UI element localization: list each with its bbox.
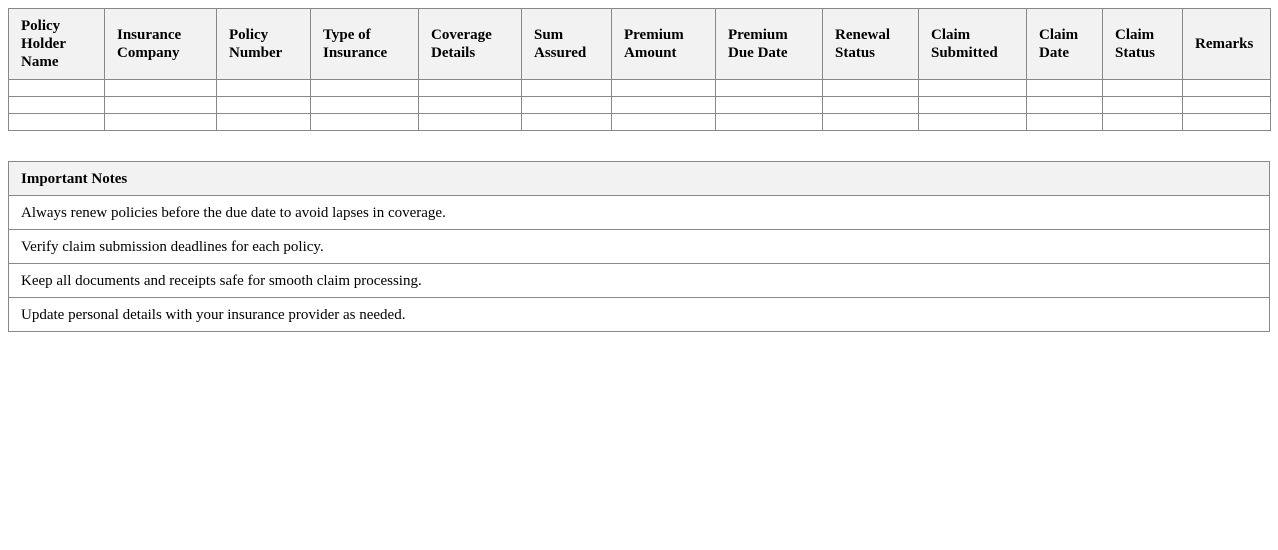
table-cell[interactable] [918,79,1027,97]
notes-title: Important Notes [8,161,1270,196]
table-cell[interactable] [418,79,522,97]
note-item: Update personal details with your insura… [8,297,1270,332]
note-row: Update personal details with your insura… [8,297,1270,332]
column-header: Type of Insurance [310,8,419,80]
table-cell[interactable] [1102,113,1183,131]
column-header: Claim Status [1102,8,1183,80]
table-cell[interactable] [918,113,1027,131]
column-header: Sum Assured [521,8,612,80]
table-cell[interactable] [1182,79,1271,97]
table-cell[interactable] [521,96,612,114]
table-cell[interactable] [822,113,919,131]
table-cell[interactable] [1026,79,1103,97]
table-row [8,79,1271,97]
table-cell[interactable] [1026,96,1103,114]
table-cell[interactable] [611,113,716,131]
note-item: Keep all documents and receipts safe for… [8,263,1270,298]
column-header: Insurance Company [104,8,217,80]
table-cell[interactable] [521,113,612,131]
table-cell[interactable] [104,113,217,131]
table-cell[interactable] [1182,96,1271,114]
table-cell[interactable] [310,113,419,131]
table-cell[interactable] [216,96,311,114]
table-cell[interactable] [1026,113,1103,131]
column-header: Coverage Details [418,8,522,80]
table-cell[interactable] [418,113,522,131]
table-header-row: Policy Holder Name Insurance Company Polic… [8,8,1271,80]
table-cell[interactable] [521,79,612,97]
table-cell[interactable] [611,96,716,114]
table-cell[interactable] [1102,79,1183,97]
table-cell[interactable] [216,79,311,97]
note-row: Keep all documents and receipts safe for… [8,263,1270,298]
column-header: Premium Due Date [715,8,823,80]
table-cell[interactable] [104,96,217,114]
table-cell[interactable] [715,113,823,131]
table-cell[interactable] [310,79,419,97]
column-header: Claim Date [1026,8,1103,80]
table-cell[interactable] [8,79,105,97]
column-header: Claim Submitted [918,8,1027,80]
table-cell[interactable] [310,96,419,114]
column-header: Renewal Status [822,8,919,80]
table-cell[interactable] [715,79,823,97]
table-cell[interactable] [822,96,919,114]
table-cell[interactable] [715,96,823,114]
table-cell[interactable] [918,96,1027,114]
table-cell[interactable] [1102,96,1183,114]
column-header: Premium Amount [611,8,716,80]
table-cell[interactable] [418,96,522,114]
table-row [8,113,1271,131]
note-row: Verify claim submission deadlines for ea… [8,229,1270,264]
column-header: Remarks [1182,8,1271,80]
table-cell[interactable] [8,113,105,131]
table-row [8,96,1271,114]
important-notes-table: Important Notes Always renew policies be… [8,161,1270,332]
table-cell[interactable] [822,79,919,97]
note-item: Verify claim submission deadlines for ea… [8,229,1270,264]
table-cell[interactable] [1182,113,1271,131]
table-cell[interactable] [611,79,716,97]
column-header: Policy Number [216,8,311,80]
table-cell[interactable] [216,113,311,131]
policy-table: Policy Holder Name Insurance Company Polic… [8,8,1271,131]
note-row: Always renew policies before the due dat… [8,195,1270,230]
note-item: Always renew policies before the due dat… [8,195,1270,230]
table-cell[interactable] [8,96,105,114]
table-cell[interactable] [104,79,217,97]
column-header: Policy Holder Name [8,8,105,80]
